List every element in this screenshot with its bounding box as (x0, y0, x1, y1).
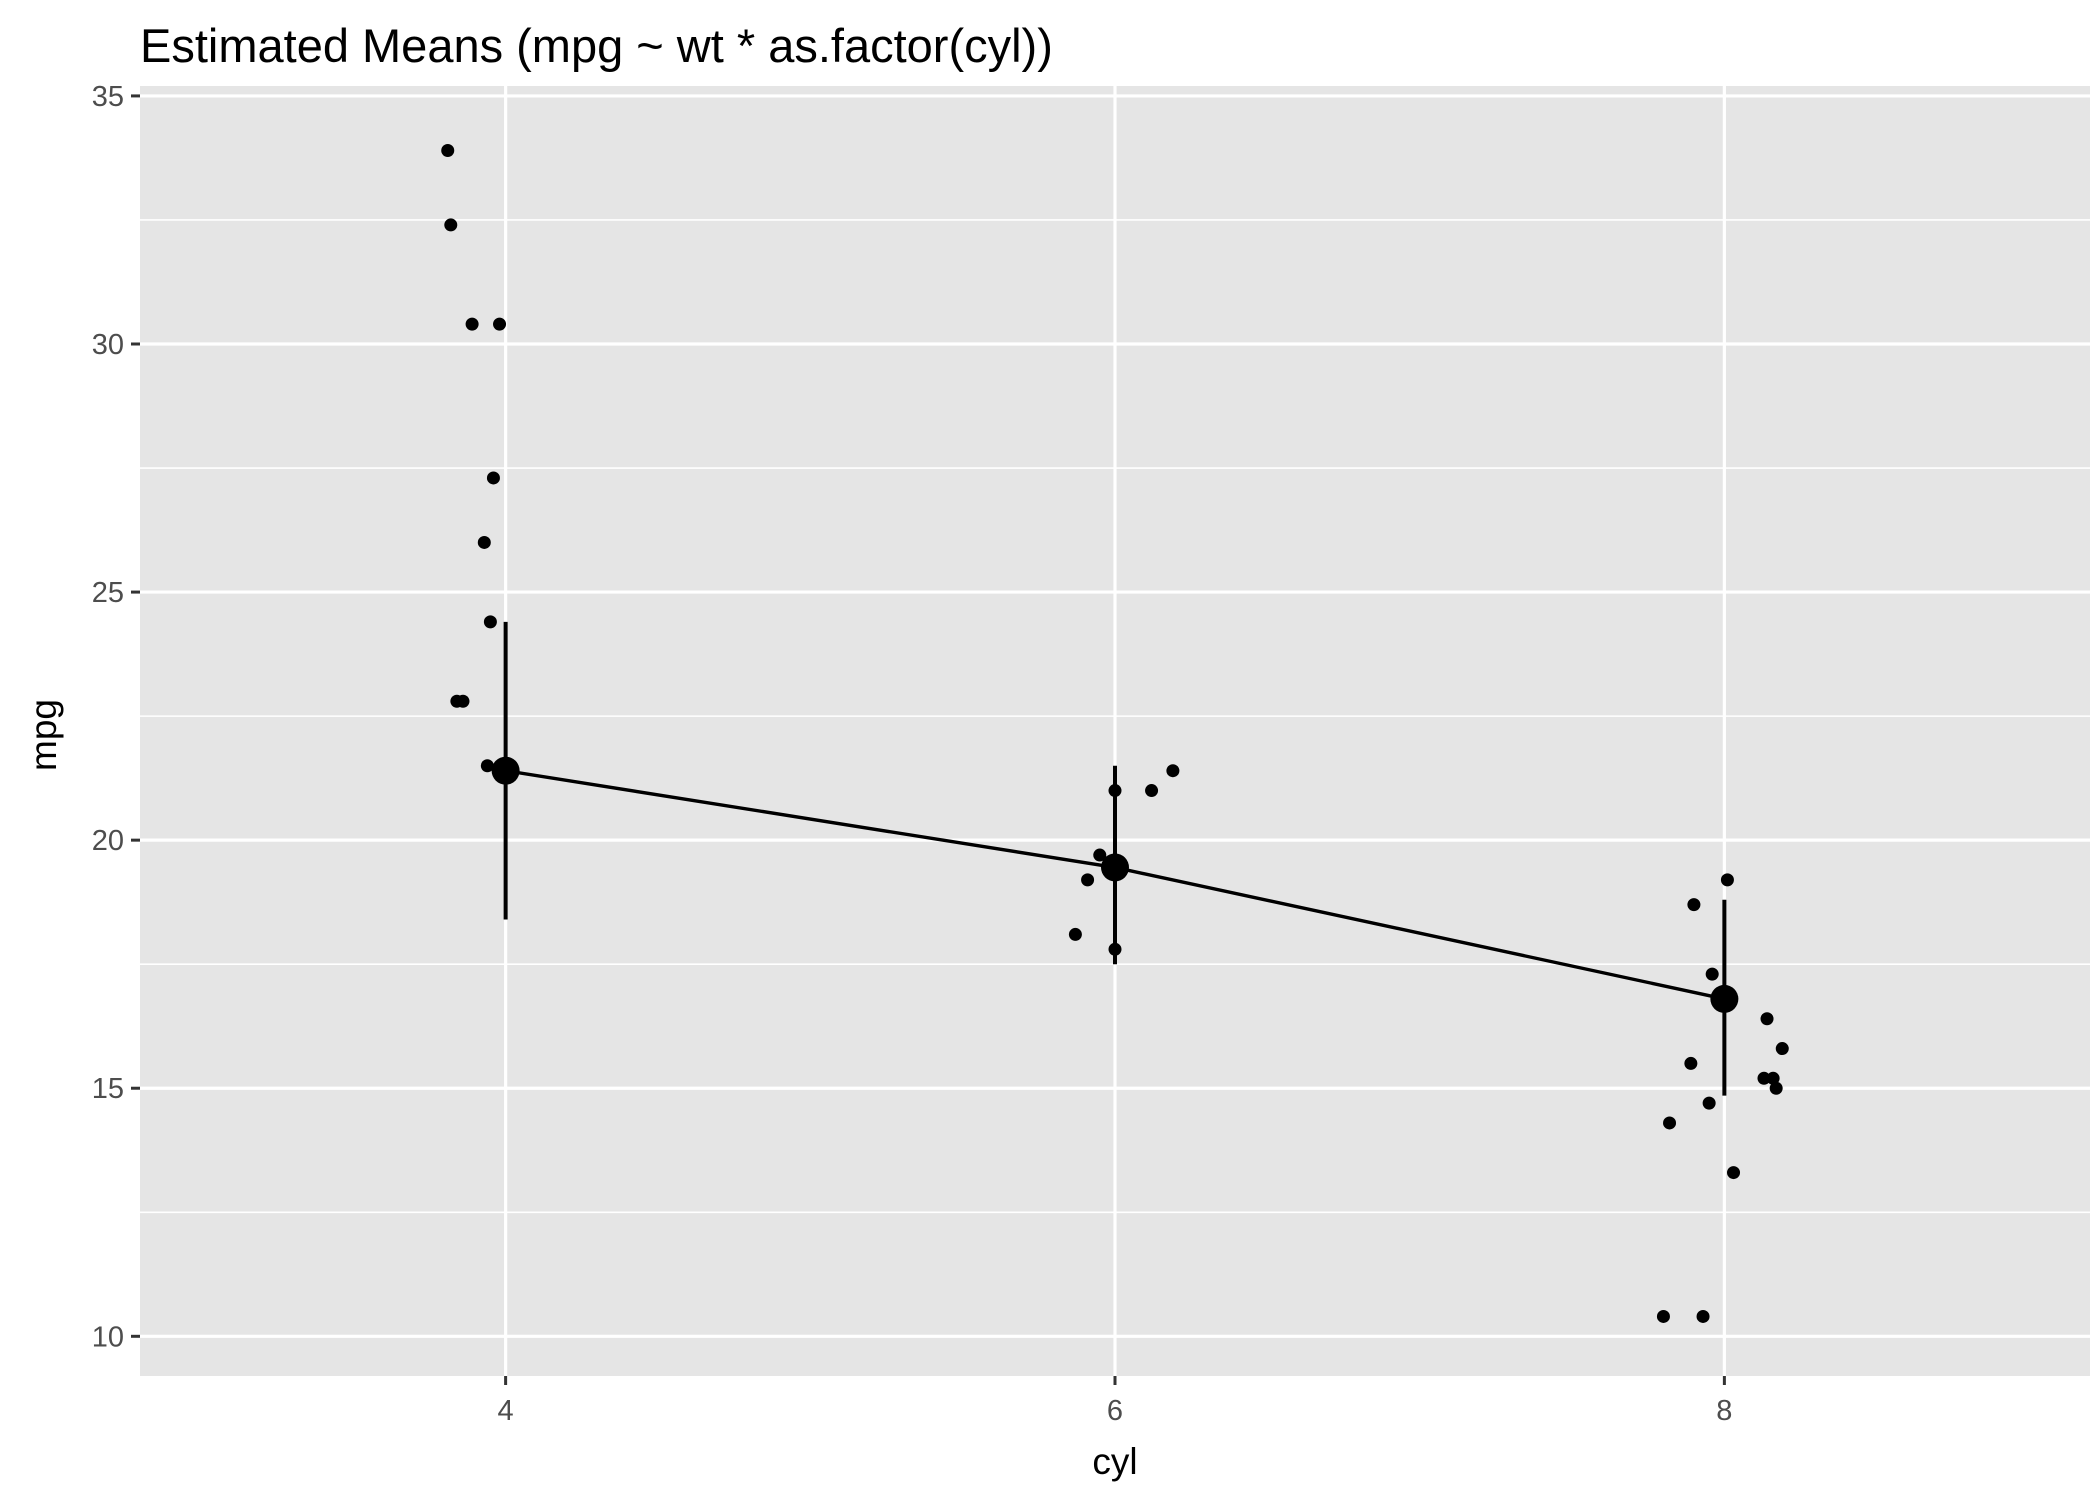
x-tick-label: 6 (1107, 1395, 1123, 1427)
observation-point (1769, 1081, 1783, 1095)
observation-point (493, 317, 507, 331)
y-tick-label: 30 (92, 329, 124, 361)
observation-point (1702, 1096, 1716, 1110)
observation-point (1081, 873, 1095, 887)
observation-point (477, 535, 491, 549)
observation-point (1760, 1012, 1774, 1026)
observation-points (441, 144, 1789, 1323)
observation-point (1093, 848, 1107, 862)
x-tick-label: 8 (1716, 1395, 1732, 1427)
observation-point (1684, 1056, 1698, 1070)
observation-point (1166, 764, 1180, 778)
observation-point (1656, 1309, 1670, 1323)
tick-labels: 10 15 20 25 30 35 4 6 8 (92, 81, 1733, 1427)
mean-point (1101, 853, 1129, 882)
observation-point (456, 694, 470, 708)
mean-point (491, 756, 520, 785)
y-tick-label: 35 (92, 81, 124, 113)
observation-point (1687, 898, 1701, 912)
y-tick-label: 25 (92, 577, 124, 609)
observation-point (486, 471, 500, 485)
y-tick-label: 10 (92, 1321, 124, 1353)
major-gridlines (140, 86, 2090, 1376)
x-axis-title: cyl (1092, 1441, 1137, 1482)
y-tick-label: 20 (92, 825, 124, 857)
observation-point (444, 218, 458, 232)
axis-ticks (131, 94, 1726, 1385)
observation-point (1775, 1042, 1789, 1056)
chart-title: Estimated Means (mpg ~ wt * as.factor(cy… (140, 19, 1053, 72)
observation-point (1705, 967, 1719, 981)
observation-point (483, 615, 497, 629)
observation-point (1727, 1166, 1741, 1180)
observation-point (1696, 1309, 1710, 1323)
y-tick-label: 15 (92, 1073, 124, 1105)
y-axis-title: mpg (23, 699, 64, 771)
estimated-means (491, 621, 1739, 1096)
observation-point (441, 144, 455, 157)
observation-point (1145, 784, 1159, 798)
observation-point (1068, 927, 1082, 941)
x-tick-label: 4 (498, 1395, 514, 1427)
observation-point (465, 317, 479, 331)
observation-point (1766, 1071, 1780, 1085)
observation-point (1720, 873, 1734, 887)
observation-point (1757, 1071, 1771, 1085)
mean-point (1710, 984, 1739, 1013)
observation-point (1663, 1116, 1677, 1130)
observation-point (480, 759, 494, 773)
